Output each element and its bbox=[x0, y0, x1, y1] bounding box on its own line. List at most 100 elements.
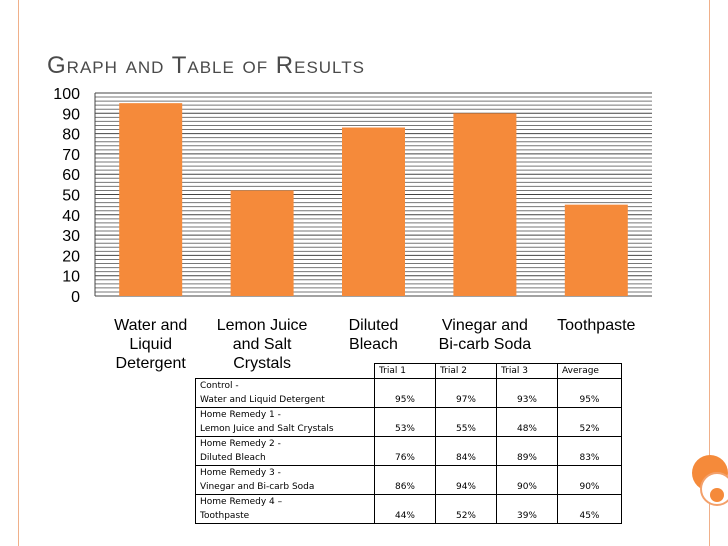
table-header-cell: Average bbox=[557, 363, 622, 379]
table-cell: 39% bbox=[496, 509, 558, 524]
table-row: Control - bbox=[195, 378, 622, 393]
empty-cell bbox=[496, 465, 558, 480]
row-label: Toothpaste bbox=[195, 509, 375, 524]
table-cell: 89% bbox=[496, 451, 558, 466]
table-row: Home Remedy 3 - bbox=[195, 465, 622, 480]
y-tick-label: 70 bbox=[62, 147, 80, 164]
table-cell: 97% bbox=[435, 393, 497, 408]
x-tick-label-line: Crystals bbox=[233, 355, 291, 372]
x-tick-label-line: and Salt bbox=[232, 336, 292, 353]
x-tick-label-line: Detergent bbox=[115, 355, 186, 372]
table-row: Diluted Bleach 76% 84% 89% 83% bbox=[195, 451, 622, 466]
table-cell: 83% bbox=[557, 451, 622, 466]
table-cell: 93% bbox=[496, 393, 558, 408]
y-tick-label: 0 bbox=[71, 289, 80, 306]
row-label: Home Remedy 3 - bbox=[195, 465, 375, 480]
table-row: Lemon Juice and Salt Crystals 53% 55% 48% 52… bbox=[195, 422, 622, 437]
empty-cell bbox=[557, 436, 622, 451]
table-cell: 48% bbox=[496, 422, 558, 437]
chart-bars bbox=[119, 103, 628, 297]
y-tick-label: 10 bbox=[62, 269, 80, 286]
bar bbox=[564, 204, 628, 296]
table-cell: 90% bbox=[496, 480, 558, 495]
table-row: Water and Liquid Detergent 95% 97% 93% 95% bbox=[195, 393, 622, 408]
bar bbox=[230, 190, 294, 296]
row-label: Home Remedy 2 - bbox=[195, 436, 375, 451]
table-row: Home Remedy 1 - bbox=[195, 407, 622, 422]
x-tick-label-line: Bleach bbox=[349, 336, 398, 353]
slide-border-right bbox=[709, 0, 710, 546]
y-tick-label: 100 bbox=[53, 86, 80, 103]
y-tick-label: 60 bbox=[62, 167, 80, 184]
x-tick-label: Water and Liquid Detergent bbox=[91, 316, 211, 373]
empty-cell bbox=[496, 378, 558, 393]
decorative-circle bbox=[710, 488, 724, 502]
x-tick-label-line: Bi-carb Soda bbox=[438, 336, 532, 353]
y-axis-ticks: 0 10 20 30 40 50 60 70 80 90 100 bbox=[53, 86, 80, 306]
row-label: Vinegar and Bi-carb Soda bbox=[195, 480, 375, 495]
empty-cell bbox=[496, 407, 558, 422]
y-tick-label: 30 bbox=[62, 228, 80, 245]
results-table: Trial 1 Trial 2 Trial 3 Average Control - Wat… bbox=[195, 363, 622, 524]
empty-cell bbox=[557, 378, 622, 393]
table-row: Home Remedy 2 - bbox=[195, 436, 622, 451]
table-row: Home Remedy 4 – bbox=[195, 494, 622, 509]
row-label: Lemon Juice and Salt Crystals bbox=[195, 422, 375, 437]
empty-cell bbox=[435, 465, 497, 480]
table-cell: 86% bbox=[374, 480, 436, 495]
empty-cell bbox=[435, 436, 497, 451]
table-cell: 53% bbox=[374, 422, 436, 437]
x-tick-label: Vinegar and Bi-carb Soda bbox=[425, 316, 545, 354]
x-tick-label: Lemon Juice and Salt Crystals bbox=[202, 316, 322, 373]
x-tick-label: Diluted Bleach bbox=[314, 316, 434, 354]
table-cell: 76% bbox=[374, 451, 436, 466]
table-cell: 55% bbox=[435, 422, 497, 437]
empty-cell bbox=[496, 494, 558, 509]
table-cell: 90% bbox=[557, 480, 622, 495]
empty-cell bbox=[374, 494, 436, 509]
y-tick-label: 80 bbox=[62, 127, 80, 144]
table-cell: 95% bbox=[374, 393, 436, 408]
table-cell: 45% bbox=[557, 509, 622, 524]
y-tick-label: 50 bbox=[62, 188, 80, 205]
table-row: Toothpaste 44% 52% 39% 45% bbox=[195, 509, 622, 524]
slide-title: Graph and Table of Results bbox=[47, 52, 365, 79]
x-tick-label-line: Vinegar and bbox=[441, 317, 528, 334]
x-tick-label-line: Water and bbox=[114, 317, 188, 334]
empty-cell bbox=[435, 407, 497, 422]
table-cell: 44% bbox=[374, 509, 436, 524]
bar bbox=[342, 127, 405, 296]
y-tick-label: 90 bbox=[62, 106, 80, 123]
table-header-cell: Trial 2 bbox=[435, 363, 497, 379]
row-label: Water and Liquid Detergent bbox=[195, 393, 375, 408]
table-cell: 84% bbox=[435, 451, 497, 466]
row-label: Home Remedy 4 – bbox=[195, 494, 375, 509]
empty-cell bbox=[374, 465, 436, 480]
empty-cell bbox=[496, 436, 558, 451]
empty-cell bbox=[374, 407, 436, 422]
bar bbox=[119, 103, 183, 297]
empty-cell bbox=[374, 378, 436, 393]
empty-cell bbox=[374, 436, 436, 451]
row-label: Home Remedy 1 - bbox=[195, 407, 375, 422]
table-header-row: Trial 1 Trial 2 Trial 3 Average bbox=[196, 363, 622, 379]
x-tick-label-line: Lemon Juice bbox=[216, 317, 308, 334]
table-cell: 52% bbox=[435, 509, 497, 524]
row-label: Diluted Bleach bbox=[195, 451, 375, 466]
table-header-cell bbox=[196, 364, 375, 379]
table-cell: 95% bbox=[557, 393, 622, 408]
empty-cell bbox=[557, 494, 622, 509]
x-tick-label-line: Diluted bbox=[348, 317, 399, 334]
slide-border-left bbox=[18, 0, 19, 546]
table-header-cell: Trial 3 bbox=[496, 363, 558, 379]
table-header-cell: Trial 1 bbox=[374, 363, 436, 379]
table-row: Vinegar and Bi-carb Soda 86% 94% 90% 90% bbox=[195, 480, 622, 495]
bar bbox=[453, 113, 517, 296]
table-cell: 94% bbox=[435, 480, 497, 495]
x-tick-label-line: Toothpaste bbox=[557, 317, 636, 334]
empty-cell bbox=[435, 494, 497, 509]
y-tick-label: 40 bbox=[62, 208, 80, 225]
x-tick-label-line: Liquid bbox=[129, 336, 173, 353]
y-tick-label: 20 bbox=[62, 248, 80, 265]
